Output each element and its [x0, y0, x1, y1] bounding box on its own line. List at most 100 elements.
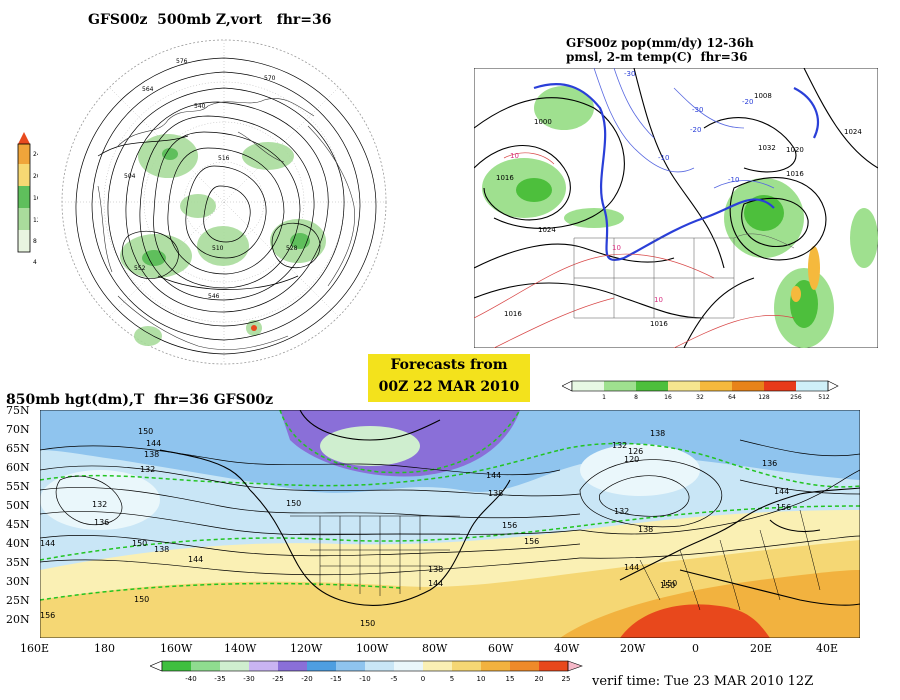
contour-label: 576 [176, 58, 188, 65]
pop-label: 64 [728, 394, 736, 401]
vort-label: 16 [33, 195, 38, 202]
lon-label: 40E [816, 642, 839, 655]
isobar-label-group: 1000 1016 1024 1008 1032 1020 1016 1024 … [496, 92, 862, 328]
colorbar-frame [17, 143, 31, 253]
pmsl-pop-map: 1000 1016 1024 1008 1032 1020 1016 1024 … [474, 68, 878, 348]
temp-bin [539, 661, 568, 671]
hgt-label: 156 [776, 503, 791, 512]
map-850mb: 150 144 138 132 132 136 144 150 138 144 … [40, 410, 860, 638]
temp-label: -20 [742, 98, 753, 106]
pop-label: 256 [790, 394, 802, 401]
hgt-label: 156 [502, 521, 517, 530]
temp-scale-label: -35 [214, 675, 225, 683]
temp-bin [510, 661, 539, 671]
temp-scale-label: -15 [330, 675, 341, 683]
precip-max [791, 246, 820, 302]
hgt-label: 144 [486, 471, 501, 480]
lon-label: 180 [94, 642, 115, 655]
temp-pocket [580, 444, 700, 496]
temp-bin [191, 661, 220, 671]
hgt-label: 138 [428, 565, 443, 574]
panel-850mb-title: 850mb hgt(dm),T fhr=36 GFS00z [6, 392, 274, 408]
hgt-label: 156 [40, 611, 55, 620]
political-borders [290, 509, 821, 611]
temp-bin [162, 661, 191, 671]
coastlines-850 [159, 410, 860, 606]
forecast-init-box: Forecasts from 00Z 22 MAR 2010 [368, 354, 530, 402]
forecast-line-1: Forecasts from [390, 357, 508, 373]
temp-label: -10 [658, 154, 669, 162]
hgt-label: 138 [144, 450, 159, 459]
pop-label: 512 [818, 394, 830, 401]
lat-label: 65N [6, 442, 30, 455]
vort-label: 24 [33, 151, 38, 158]
lat-label: 75N [6, 404, 30, 417]
vort-bin-8-12 [18, 208, 30, 230]
colorbar-frame [571, 380, 829, 392]
lon-label: 80W [422, 642, 448, 655]
isobar-label: 1020 [786, 146, 804, 154]
isobars [474, 68, 878, 348]
temp-label: 10 [510, 152, 519, 160]
height-contours-850 [40, 439, 860, 576]
pop-label: 32 [696, 394, 704, 401]
lon-label: 160W [160, 642, 193, 655]
pop-colorbar: 1 8 16 32 64 128 256 512 [562, 380, 839, 401]
temp-bin [365, 661, 394, 671]
hgt-label: 150 [134, 595, 149, 604]
lon-label: 0 [692, 642, 699, 655]
isobar-label: 1000 [534, 118, 552, 126]
forecast-line-2: 00Z 22 MAR 2010 [378, 379, 520, 395]
temp-label: -30 [692, 106, 703, 114]
lat-label: 50N [6, 499, 30, 512]
pop-bin [796, 381, 828, 391]
temp-label-group: -30 -20 -10 -30 -20 -10 [624, 70, 753, 184]
contour-label: 540 [194, 103, 206, 110]
hgt-label: 132 [92, 500, 107, 509]
temp-scale-label: 20 [535, 675, 544, 683]
lat-label: 25N [6, 594, 30, 607]
vorticity-max [142, 148, 310, 266]
temp-scale-label: -25 [272, 675, 283, 683]
temp-colorbar: -40 -35 -30 -25 -20 -15 -10 -5 0 5 10 15… [150, 660, 583, 683]
isobar-label: 1016 [496, 174, 514, 182]
hgt-label: 144 [774, 487, 789, 496]
lat-label: 70N [6, 423, 30, 436]
temp-bin [394, 661, 423, 671]
temp-scale-label: -40 [185, 675, 196, 683]
vort-label: 4 [33, 259, 37, 266]
lon-label: 120W [290, 642, 323, 655]
contour-label: 570 [264, 75, 276, 82]
hgt-label: 120 [624, 455, 639, 464]
hgt-label: 138 [650, 429, 665, 438]
temp-bin [220, 661, 249, 671]
temp-label: -10 [728, 176, 739, 184]
pop-label: 16 [664, 394, 672, 401]
temp-scale-label: 10 [477, 675, 486, 683]
lat-label: 20N [6, 613, 30, 626]
vort-bin-12-16 [18, 186, 30, 208]
lat-axis: 75N 70N 65N 60N 55N 50N 45N 40N 35N 30N … [6, 404, 40, 640]
lat-label: 45N [6, 518, 30, 531]
temp-scale-label: 0 [421, 675, 425, 683]
pop-bin [668, 381, 700, 391]
hgt-label: 150 [132, 539, 147, 548]
temp-bin [481, 661, 510, 671]
hgt-label: 136 [762, 459, 777, 468]
temp-scale-label: -10 [359, 675, 370, 683]
lon-label: 20E [750, 642, 773, 655]
contour-label: 552 [134, 265, 146, 272]
contour-label: 510 [212, 245, 224, 252]
hgt-label: 126 [628, 447, 643, 456]
temp-bin [423, 661, 452, 671]
lat-label: 55N [6, 480, 30, 493]
hgt-label-group: 150 144 138 132 132 136 144 150 138 144 … [40, 427, 791, 628]
lon-label: 40W [554, 642, 580, 655]
lat-label: 35N [6, 556, 30, 569]
hgt-label: 136 [94, 518, 109, 527]
lat-label: 40N [6, 537, 30, 550]
lat-label: 60N [6, 461, 30, 474]
temp-field-hottest [620, 604, 770, 638]
temp-label: 10 [612, 244, 621, 252]
colorbar-arrow-left [150, 660, 163, 672]
